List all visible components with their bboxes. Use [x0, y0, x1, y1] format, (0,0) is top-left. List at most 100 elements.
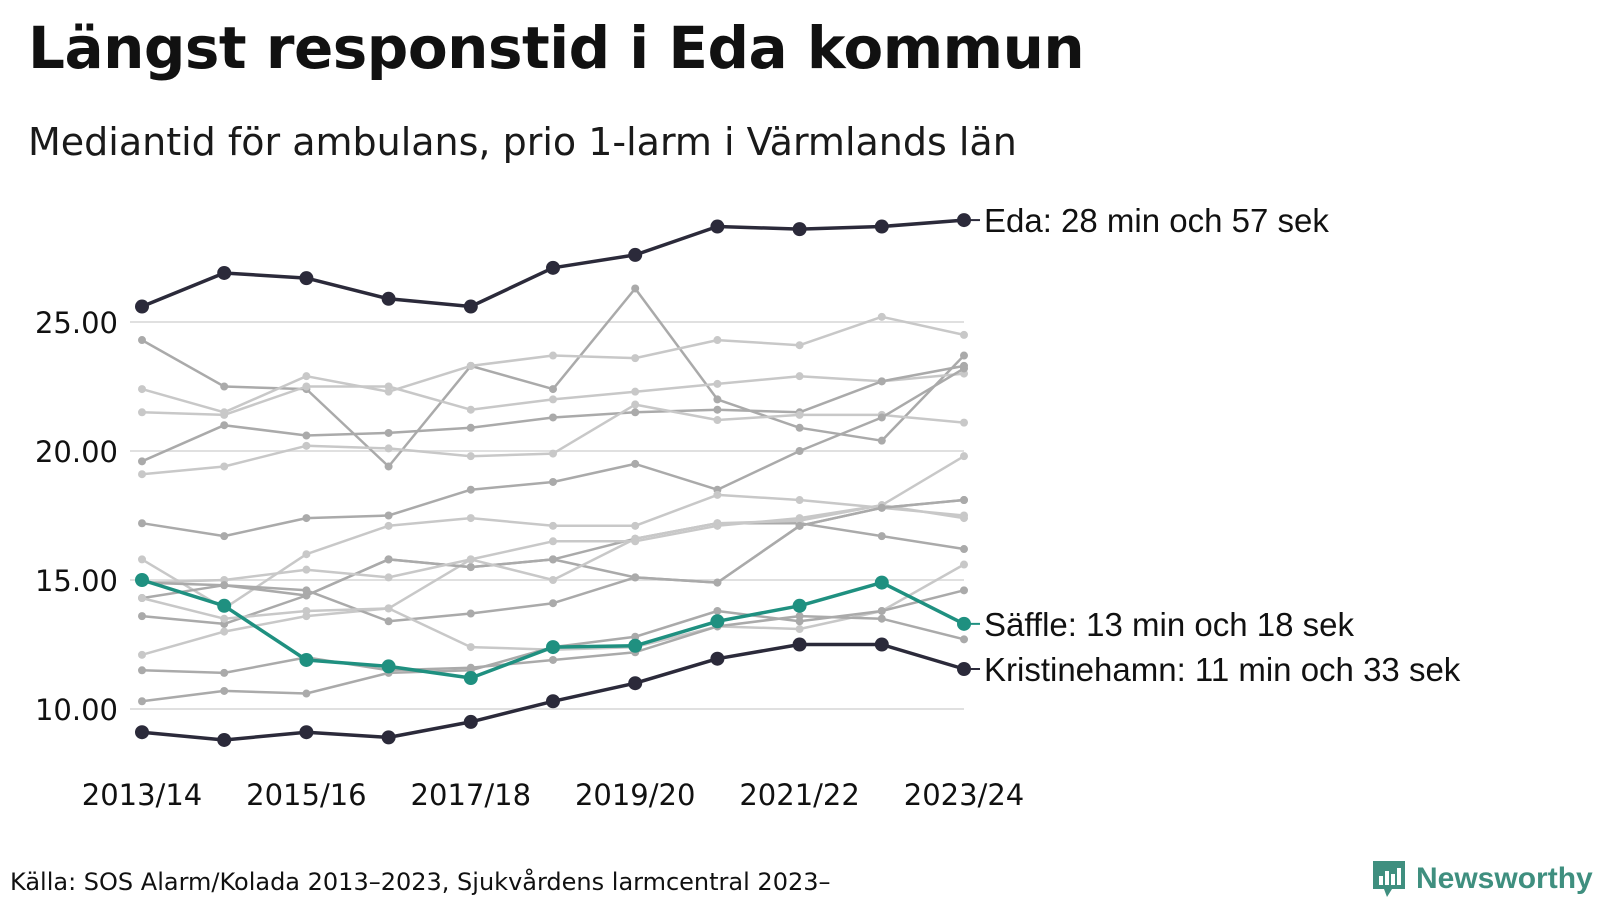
background-series-point	[220, 421, 229, 430]
background-series-point	[384, 573, 393, 582]
background-series-point	[466, 563, 475, 572]
x-axis: 2013/14 2015/16 2017/18 2019/20 2021/22 2023/…	[82, 778, 1024, 812]
background-series-point	[960, 560, 968, 569]
background-series-point	[631, 521, 640, 530]
background-series-point	[631, 534, 640, 543]
eda-point	[792, 222, 807, 237]
x-tick-label: 2015/16	[246, 778, 366, 812]
background-series-point	[220, 410, 229, 419]
background-series-point	[302, 689, 311, 698]
background-series-point	[877, 614, 886, 623]
background-series-point	[302, 514, 311, 523]
background-series-point	[795, 617, 804, 626]
background-series-point	[220, 382, 229, 391]
y-tick-label: 20.00	[35, 435, 118, 469]
background-series-point	[960, 452, 968, 461]
background-series-point	[466, 423, 475, 432]
background-series-point	[384, 382, 393, 391]
background-series-point	[549, 413, 557, 422]
background-series-point	[220, 462, 229, 471]
background-series-point	[877, 606, 886, 615]
background-series-point	[466, 405, 475, 414]
background-series-point	[549, 477, 557, 486]
kristinehamn-end-label: Kristinehamn: 11 min och 33 sek	[984, 651, 1461, 688]
background-series-point	[384, 444, 393, 453]
s-ffle-point	[628, 638, 643, 653]
brand-logo: Newsworthy	[1370, 858, 1593, 900]
background-series-point	[631, 459, 640, 468]
background-series-point	[384, 555, 393, 564]
s-ffle-end-label: Säffle: 13 min och 18 sek	[984, 606, 1354, 643]
background-series-point	[631, 387, 640, 396]
background-series-point	[795, 521, 804, 530]
background-series-point	[138, 385, 146, 394]
background-series-point	[877, 312, 886, 321]
background-series-point	[713, 395, 722, 404]
eda-point	[874, 219, 889, 234]
background-series-point	[960, 351, 968, 360]
background-series-point	[960, 514, 968, 523]
y-tick-label: 15.00	[35, 564, 118, 598]
background-series-point	[877, 413, 886, 422]
background-series-point	[384, 604, 393, 613]
background-series-point	[631, 284, 640, 293]
background-series-point	[384, 521, 393, 530]
background-series-point	[631, 632, 640, 641]
eda-point	[463, 299, 478, 314]
s-ffle-point	[381, 659, 396, 674]
background-series-point	[795, 447, 804, 455]
background-series-point	[549, 521, 557, 530]
background-series-point	[220, 686, 229, 695]
background-series-point	[877, 436, 886, 445]
x-tick-label: 2019/20	[575, 778, 695, 812]
background-series-point	[713, 379, 722, 388]
background-series-point	[384, 462, 393, 471]
background-series-point	[795, 410, 804, 419]
background-series-point	[220, 614, 229, 623]
background-series-point	[549, 599, 557, 608]
background-series-point	[713, 606, 722, 615]
x-tick-label: 2017/18	[411, 778, 531, 812]
background-series-point	[713, 578, 722, 587]
background-series-point	[549, 351, 557, 360]
background-series-point	[549, 449, 557, 458]
chart-title: Längst responstid i Eda kommun	[28, 14, 1085, 82]
kristinehamn-point	[135, 725, 149, 740]
kristinehamn-point	[381, 730, 396, 745]
background-series-point	[795, 372, 804, 381]
background-series-point	[549, 655, 557, 664]
background-series-point	[138, 697, 146, 706]
background-series-point	[960, 418, 968, 427]
highlight-series-group	[135, 213, 971, 747]
s-ffle-point	[792, 598, 807, 613]
y-tick-label: 10.00	[35, 693, 118, 727]
kristinehamn-point	[217, 732, 232, 747]
s-ffle-point	[546, 640, 560, 655]
background-series-point	[466, 452, 475, 461]
background-series-point	[549, 537, 557, 546]
background-series-point	[960, 364, 968, 373]
background-series-point	[384, 511, 393, 520]
kristinehamn-point	[792, 637, 807, 652]
background-series-point	[138, 470, 146, 479]
background-series-point	[960, 330, 968, 339]
background-series-point	[466, 361, 475, 370]
background-series-point	[549, 395, 557, 404]
background-series-point	[220, 581, 229, 590]
background-series-point	[138, 666, 146, 675]
kristinehamn-point	[463, 714, 478, 729]
background-series-point	[549, 555, 557, 564]
background-series-point	[877, 503, 886, 512]
eda-point	[299, 271, 314, 286]
background-series-point	[631, 573, 640, 582]
eda-end-label: Eda: 28 min och 57 sek	[984, 202, 1329, 239]
background-series-point	[960, 586, 968, 595]
background-series-point	[466, 485, 475, 494]
eda-point	[628, 247, 643, 262]
background-series-point	[138, 650, 146, 659]
background-series-point	[220, 532, 229, 541]
background-series-point	[960, 635, 968, 644]
background-series-point	[877, 532, 886, 541]
newsworthy-logo-icon	[1373, 861, 1405, 897]
